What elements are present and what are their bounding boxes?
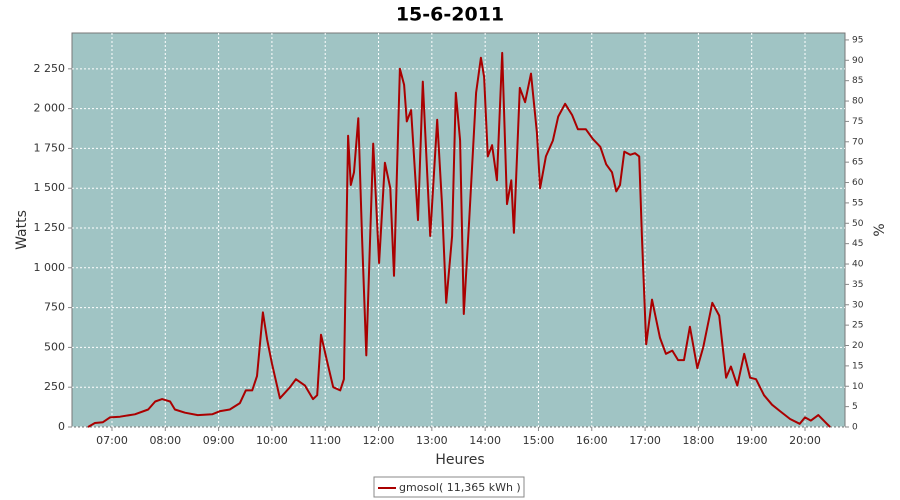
y-axis-label: Watts bbox=[14, 210, 30, 250]
x-tick-label: 18:00 bbox=[683, 434, 715, 447]
x-tick-label: 14:00 bbox=[469, 434, 501, 447]
x-tick-label: 13:00 bbox=[416, 434, 448, 447]
y-tick-label: 1 750 bbox=[34, 141, 66, 154]
y2-tick-label: 10 bbox=[852, 382, 864, 392]
y2-tick-label: 75 bbox=[852, 117, 863, 127]
x-tick-label: 17:00 bbox=[629, 434, 661, 447]
y2-tick-label: 0 bbox=[852, 423, 858, 433]
y-tick-label: 2 000 bbox=[34, 102, 66, 115]
y-tick-label: 500 bbox=[44, 340, 65, 353]
y-tick-label: 0 bbox=[58, 420, 65, 433]
x-tick-label: 19:00 bbox=[736, 434, 768, 447]
x-tick-label: 11:00 bbox=[309, 434, 341, 447]
y2-tick-label: 55 bbox=[852, 198, 863, 208]
y2-tick-label: 90 bbox=[852, 56, 864, 66]
y2-tick-label: 45 bbox=[852, 239, 863, 249]
x-tick-label: 07:00 bbox=[96, 434, 128, 447]
y-tick-label: 250 bbox=[44, 380, 65, 393]
y2-tick-label: 80 bbox=[852, 97, 864, 107]
y2-axis-label: % bbox=[872, 223, 888, 236]
y2-tick-label: 95 bbox=[852, 35, 863, 45]
x-tick-label: 16:00 bbox=[576, 434, 608, 447]
x-tick-label: 10:00 bbox=[256, 434, 288, 447]
y2-tick-label: 15 bbox=[852, 361, 863, 371]
y2-tick-label: 20 bbox=[852, 341, 864, 351]
series-line bbox=[87, 51, 831, 428]
x-tick-label: 09:00 bbox=[203, 434, 235, 447]
y2-tick-label: 65 bbox=[852, 158, 863, 168]
y2-tick-label: 25 bbox=[852, 321, 863, 331]
x-tick-label: 08:00 bbox=[149, 434, 181, 447]
y2-tick-label: 30 bbox=[852, 300, 864, 310]
y2-tick-label: 35 bbox=[852, 280, 863, 290]
y-tick-label: 1 500 bbox=[34, 181, 66, 194]
y-tick-label: 1 000 bbox=[34, 261, 66, 274]
chart-title: 15-6-2011 bbox=[396, 4, 504, 26]
y2-tick-label: 5 bbox=[852, 402, 858, 412]
y2-tick-label: 70 bbox=[852, 137, 864, 147]
y2-tick-label: 85 bbox=[852, 76, 863, 86]
x-tick-label: 12:00 bbox=[363, 434, 395, 447]
x-tick-label: 15:00 bbox=[523, 434, 555, 447]
legend bbox=[373, 476, 525, 498]
x-axis-label: Heures bbox=[435, 452, 484, 468]
y-tick-label: 750 bbox=[44, 301, 65, 314]
plot-area bbox=[71, 32, 846, 428]
y2-tick-label: 50 bbox=[852, 219, 864, 229]
y-tick-label: 2 250 bbox=[34, 62, 66, 75]
y-tick-label: 1 250 bbox=[34, 221, 66, 234]
legend-label: gmosol( 11,365 kWh ) bbox=[399, 481, 521, 494]
y2-tick-label: 60 bbox=[852, 178, 864, 188]
x-tick-label: 20:00 bbox=[789, 434, 821, 447]
y2-tick-label: 40 bbox=[852, 260, 864, 270]
